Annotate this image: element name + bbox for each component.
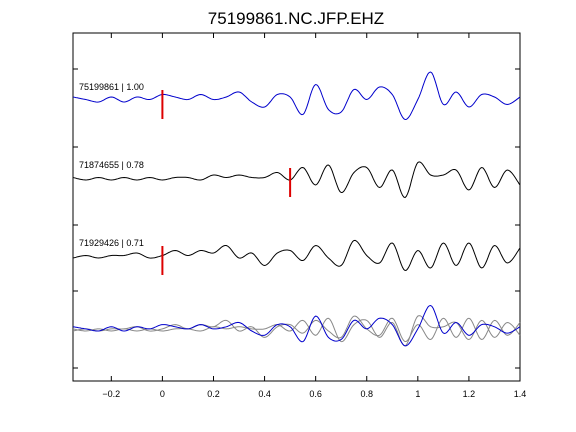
- trace-waveform: [72, 161, 521, 199]
- x-tick-label: 0.4: [258, 389, 271, 399]
- x-tick-label: 0: [160, 389, 165, 399]
- overlay-waveform: [72, 315, 521, 343]
- x-tick-label: 0.8: [360, 389, 373, 399]
- traces: 75199861 | 1.00 71874655 | 0.78 71929426 |…: [72, 71, 521, 275]
- trace-label: 71874655 | 0.78: [79, 160, 144, 170]
- x-tick-label: 1.4: [514, 389, 527, 399]
- x-tick-label: 1: [415, 389, 420, 399]
- trace-waveform: [72, 239, 521, 272]
- chart-title: 75199861.NC.JFP.EHZ: [208, 9, 384, 28]
- x-tick-label: −0.2: [102, 389, 120, 399]
- trace-label: 75199861 | 1.00: [79, 82, 144, 92]
- y-axis-ticks: [73, 68, 520, 369]
- x-tick-label: 1.2: [463, 389, 476, 399]
- overlay-waveform: [72, 315, 521, 347]
- x-tick-label: 0.2: [207, 389, 220, 399]
- overlay-panel: [72, 304, 521, 347]
- trace-waveform: [72, 71, 521, 121]
- overlay-waveform: [72, 304, 521, 347]
- x-tick-label: 0.6: [309, 389, 322, 399]
- x-axis-ticks: −0.2 0 0.2 0.4 0.6 0.8 1 1.2 1.4: [102, 33, 526, 399]
- trace-label: 71929426 | 0.71: [79, 238, 144, 248]
- plot-frame: [72, 32, 521, 382]
